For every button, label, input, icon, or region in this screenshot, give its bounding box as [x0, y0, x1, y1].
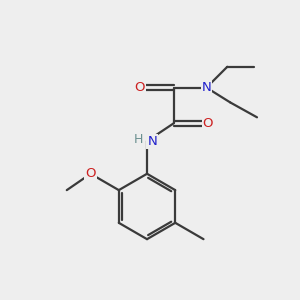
Text: O: O — [203, 117, 213, 130]
Text: N: N — [148, 135, 157, 148]
Text: N: N — [202, 81, 211, 94]
Text: O: O — [134, 81, 145, 94]
Text: H: H — [134, 133, 143, 146]
Text: O: O — [85, 167, 96, 180]
